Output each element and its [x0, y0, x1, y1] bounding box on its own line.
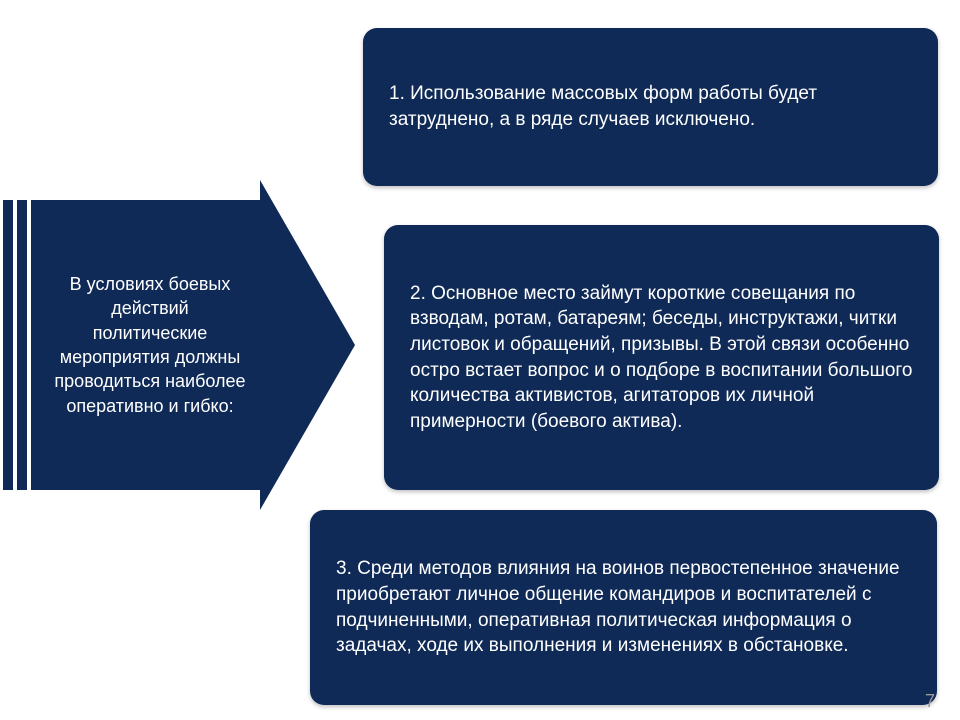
arrow-tail-bar-1 [3, 200, 13, 490]
arrow-text: В условиях боевых действий политические … [53, 272, 247, 418]
info-box-2-text: 2. Основное место займут короткие совеща… [410, 281, 913, 435]
page-number: 7 [925, 691, 935, 712]
info-box-2: 2. Основное место займут короткие совеща… [384, 225, 939, 490]
info-box-1: 1. Использование массовых форм работы бу… [363, 28, 938, 186]
arrow-head [260, 180, 355, 510]
info-box-1-text: 1. Использование массовых форм работы бу… [389, 81, 912, 132]
info-box-3-text: 3. Среди методов влияния на воинов перво… [336, 556, 911, 659]
arrow-shape: В условиях боевых действий политические … [0, 180, 360, 510]
arrow-body: В условиях боевых действий политические … [31, 200, 261, 490]
arrow-tail-bar-2 [17, 200, 27, 490]
info-box-3: 3. Среди методов влияния на воинов перво… [310, 510, 937, 705]
